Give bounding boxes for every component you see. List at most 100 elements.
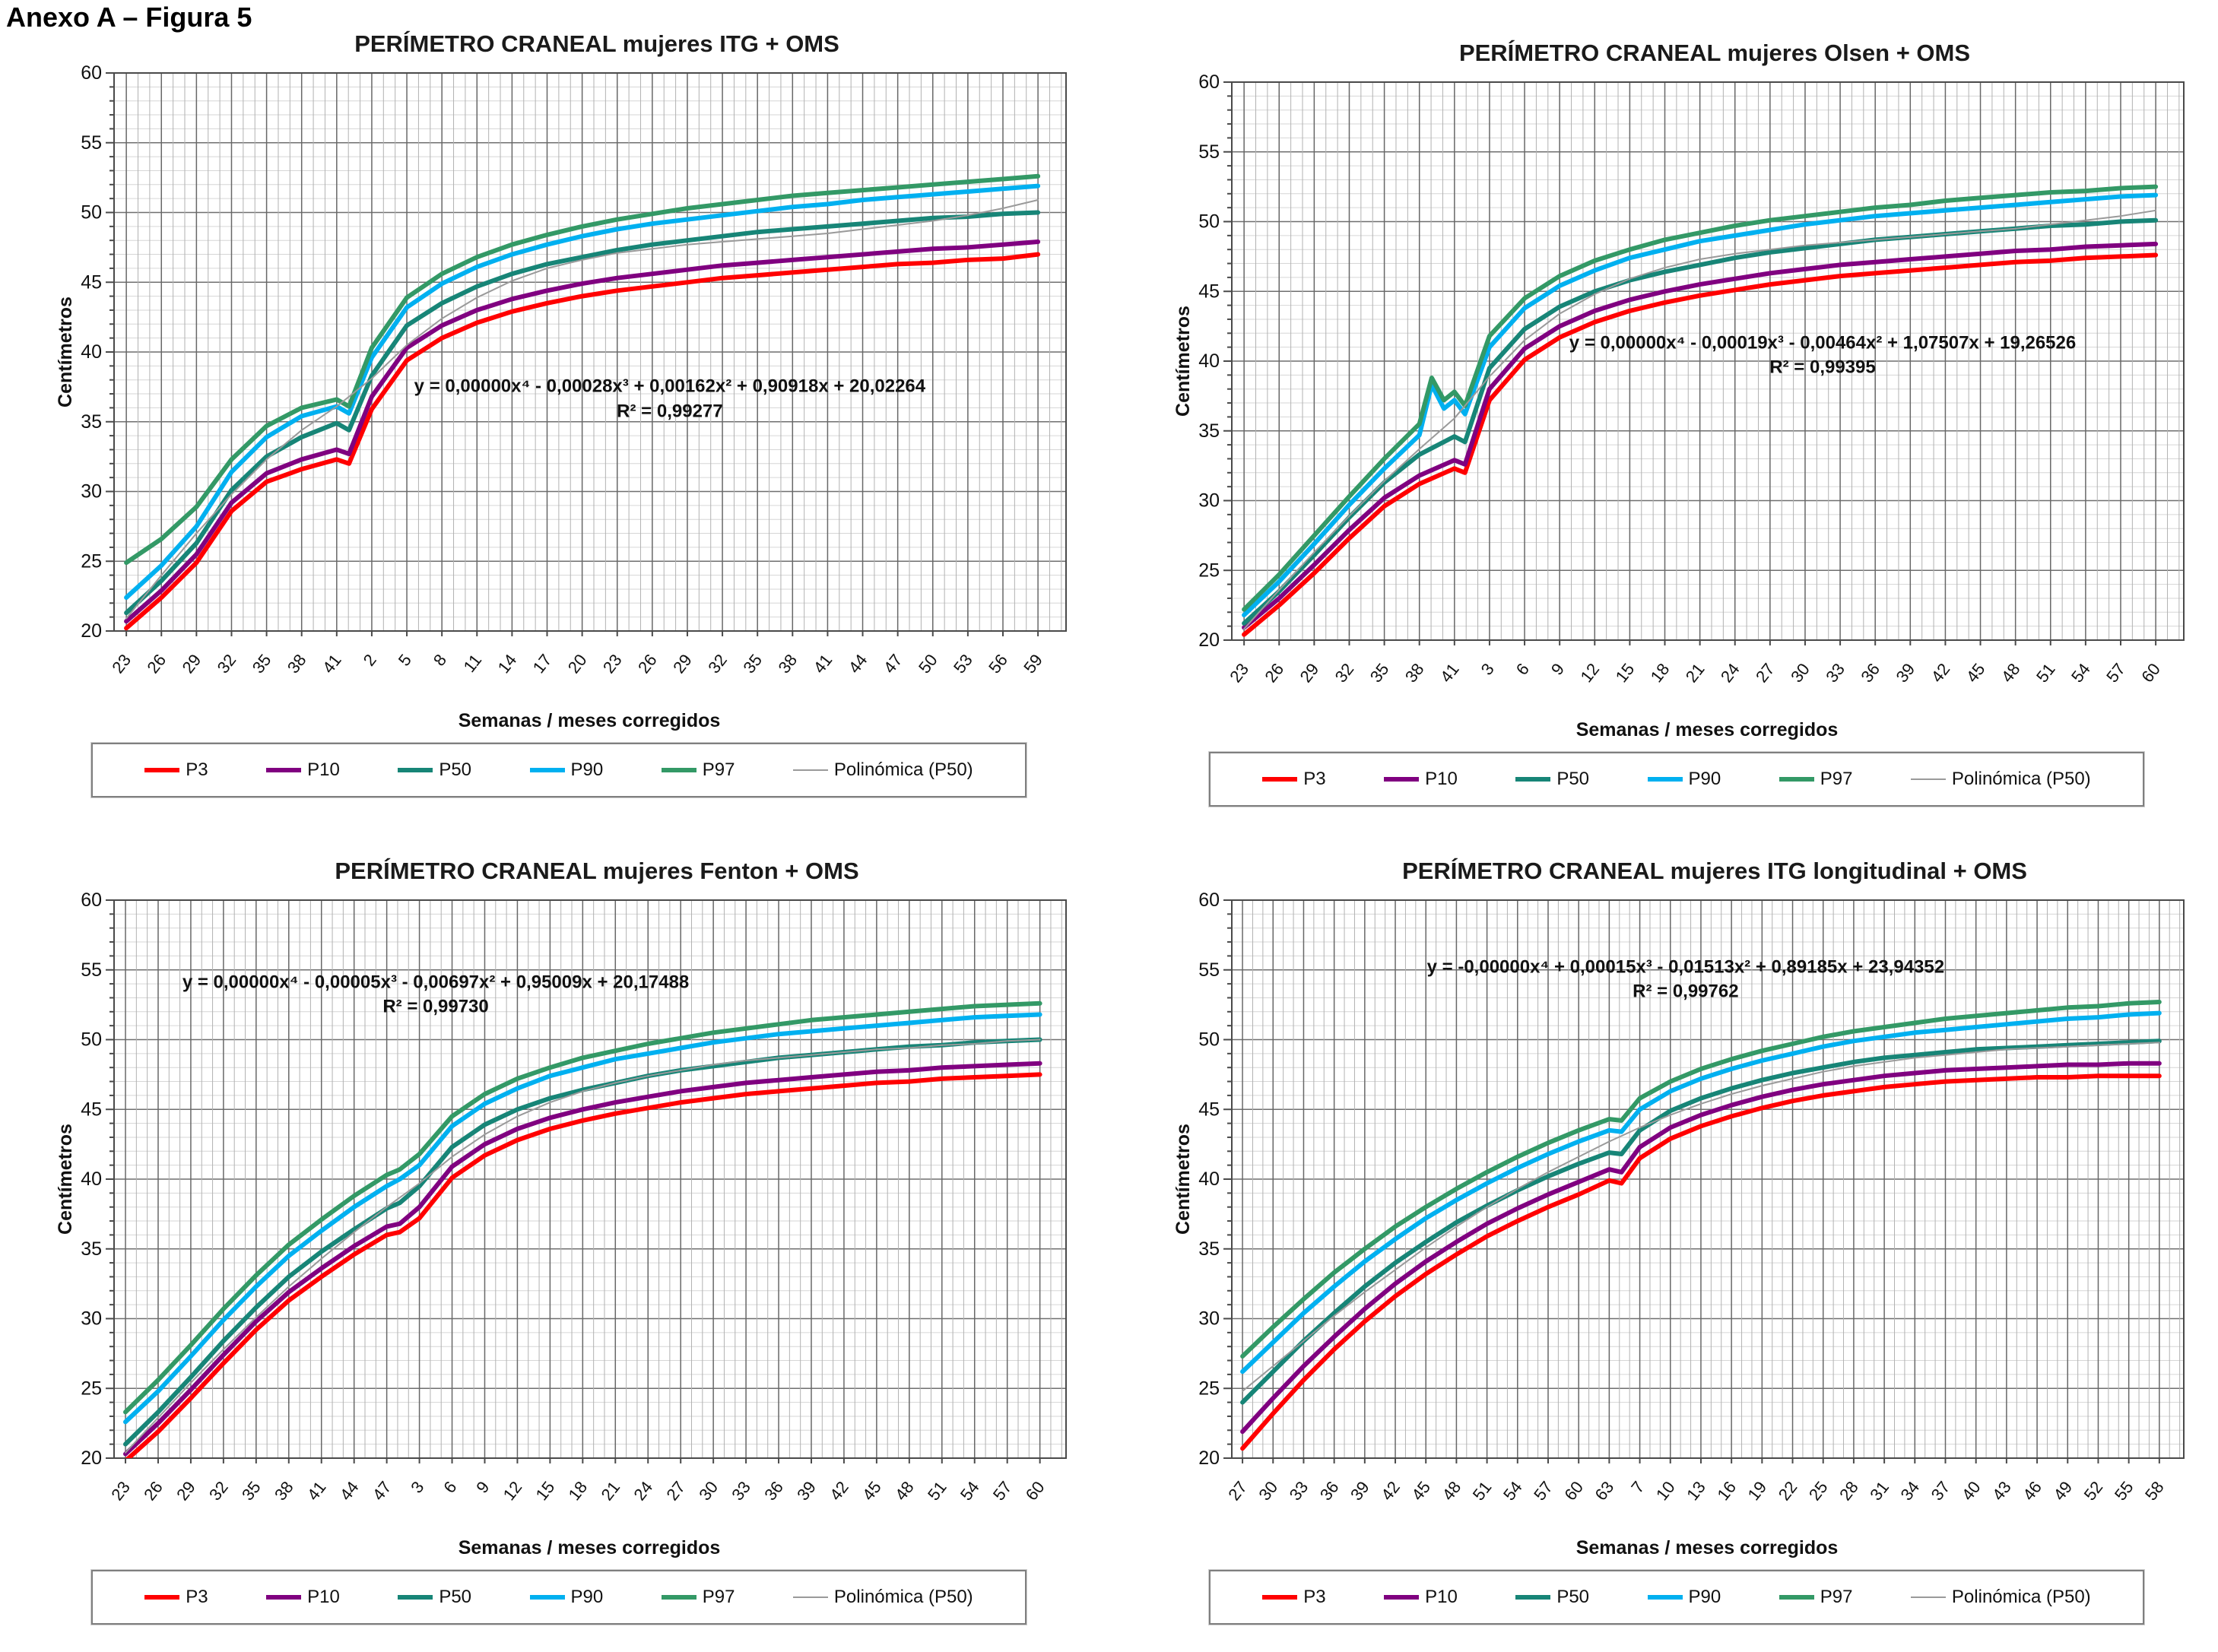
legend-swatch-p10 <box>1384 777 1420 782</box>
y-tick-label: 30 <box>81 481 102 503</box>
legend: P3 P10 P50 P90 P97 Polinómica (P50) <box>1209 752 2144 807</box>
legend-swatch-polin-mica-p50- <box>792 769 828 771</box>
x-tick-label: 18 <box>1647 660 1674 686</box>
x-tick-label: 32 <box>214 651 240 677</box>
x-tick-label: 60 <box>2137 660 2164 686</box>
x-tick-label: 51 <box>1469 1478 1496 1505</box>
x-tick-label: 35 <box>238 1478 265 1505</box>
x-tick-label: 44 <box>845 651 871 677</box>
x-tick-label: 12 <box>500 1478 526 1505</box>
x-tick-label: 15 <box>532 1478 559 1505</box>
x-tick-label: 31 <box>1866 1478 1893 1505</box>
x-tick-label: 6 <box>1512 660 1533 679</box>
x-tick-label: 45 <box>1963 660 1989 686</box>
legend: P3 P10 P50 P90 P97 Polinómica (P50) <box>1209 1570 2144 1625</box>
x-tick-label: 22 <box>1775 1478 1801 1505</box>
chart-title: PERÍMETRO CRANEAL mujeres ITG longitudin… <box>1402 858 2027 884</box>
x-tick-label: 54 <box>957 1478 983 1505</box>
legend-label: P97 <box>1820 769 1853 789</box>
legend-label: P10 <box>1425 769 1458 789</box>
series-p97 <box>124 173 1041 566</box>
series-p10 <box>124 239 1041 624</box>
x-tick-label: 55 <box>2111 1478 2137 1505</box>
x-tick-label: 25 <box>1805 1478 1832 1505</box>
legend-swatch-p50 <box>398 768 433 772</box>
x-tick-label: 29 <box>1296 660 1323 686</box>
legend-label: P50 <box>1556 769 1590 789</box>
x-tick-label: 63 <box>1591 1478 1618 1505</box>
series-p97 <box>123 1000 1042 1415</box>
x-tick-label: 38 <box>271 1478 297 1505</box>
x-tick-label: 12 <box>1576 660 1603 686</box>
legend-label: P10 <box>307 1587 340 1607</box>
legend-swatch-p3 <box>1262 1595 1298 1600</box>
x-tick-label: 44 <box>336 1478 363 1505</box>
legend-swatch-polin-mica-p50- <box>1910 778 1946 780</box>
x-tick-label: 5 <box>395 651 415 670</box>
chart-itg-oms: PERÍMETRO CRANEAL mujeres ITG + OMS 20 25… <box>23 30 1103 797</box>
x-tick-label: 35 <box>739 651 766 677</box>
x-tick-label: 41 <box>303 1478 330 1505</box>
x-tick-label: 53 <box>950 651 976 677</box>
legend-label: Polinómica (P50) <box>833 759 973 780</box>
x-tick-label: 30 <box>1787 660 1813 686</box>
x-tick-label: 30 <box>1255 1478 1281 1505</box>
series-p90 <box>123 1012 1042 1425</box>
x-tick-label: 30 <box>695 1478 722 1505</box>
series-p90 <box>124 183 1041 600</box>
y-tick-label: 40 <box>81 341 102 363</box>
legend-item: P10 <box>266 1587 340 1608</box>
legend-item: Polinómica (P50) <box>1910 1587 2091 1608</box>
legend-item: P90 <box>529 1587 603 1608</box>
legend-label: P97 <box>702 1587 735 1607</box>
x-tick-label: 8 <box>430 651 450 670</box>
chart-olsen-oms: PERÍMETRO CRANEAL mujeres Olsen + OMS 20… <box>1141 40 2218 807</box>
legend-label: P97 <box>1820 1587 1853 1607</box>
x-tick-label: 32 <box>704 651 731 677</box>
x-tick-label: 33 <box>1822 660 1848 686</box>
x-tick-label: 52 <box>2080 1478 2107 1505</box>
x-tick-label: 10 <box>1652 1478 1679 1505</box>
x-tick-label: 36 <box>1857 660 1883 686</box>
legend: P3 P10 P50 P90 P97 Polinómica (P50) <box>91 743 1026 797</box>
x-tick-label: 40 <box>1958 1478 1985 1505</box>
y-axis-title: Centímetros <box>55 1124 76 1235</box>
legend-item: P90 <box>1647 769 1721 790</box>
x-tick-label: 15 <box>1612 660 1639 686</box>
series-p3 <box>124 252 1041 631</box>
x-tick-label: 41 <box>1436 660 1463 686</box>
legend-item: Polinómica (P50) <box>792 759 973 781</box>
legend-label: Polinómica (P50) <box>833 1587 973 1607</box>
y-tick-label: 35 <box>81 1238 102 1260</box>
x-tick-label: 46 <box>2019 1478 2045 1505</box>
x-tick-label: 27 <box>1224 1478 1251 1505</box>
x-tick-label: 14 <box>494 651 521 677</box>
x-tick-label: 57 <box>2102 660 2129 686</box>
x-tick-label: 32 <box>1331 660 1358 686</box>
x-tick-label: 20 <box>564 651 591 677</box>
x-tick-label: 24 <box>630 1478 656 1505</box>
legend-label: P97 <box>702 759 735 780</box>
legend-item: P10 <box>266 759 340 781</box>
x-tick-label: 36 <box>760 1478 787 1505</box>
series-polin-mica-p50- <box>125 1038 1041 1454</box>
x-tick-label: 60 <box>1560 1478 1587 1505</box>
x-tick-label: 21 <box>597 1478 624 1505</box>
legend-swatch-p10 <box>266 768 302 772</box>
x-tick-label: 42 <box>826 1478 852 1505</box>
x-tick-label: 41 <box>810 651 836 677</box>
y-tick-label: 55 <box>1198 141 1220 163</box>
x-tick-label: 51 <box>2032 660 2059 686</box>
x-tick-label: 9 <box>472 1478 493 1497</box>
x-tick-label: 47 <box>369 1478 395 1505</box>
x-tick-label: 48 <box>891 1478 918 1505</box>
legend-swatch-p97 <box>661 1595 696 1600</box>
y-axis-title: Centímetros <box>1172 1124 1194 1235</box>
legend-swatch-polin-mica-p50- <box>792 1597 828 1598</box>
y-tick-label: 30 <box>1198 1308 1220 1330</box>
x-tick-label: 41 <box>319 651 345 677</box>
legend-swatch-p10 <box>1384 1595 1420 1600</box>
x-tick-label: 39 <box>1892 660 1918 686</box>
x-axis-title: Semanas / meses corregidos <box>458 1537 721 1558</box>
